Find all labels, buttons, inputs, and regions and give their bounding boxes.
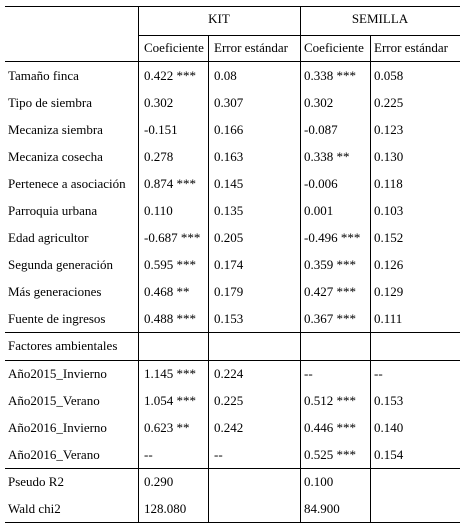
semilla-coef-cell: 0.100 [304,474,334,489]
kit-coef-cell: 1.054 *** [144,393,196,408]
row-label: Año2016_Verano [8,447,100,462]
kit-coef-cell: 0.488 *** [144,311,196,326]
row-label: Mecaniza siembra [8,122,103,137]
col-divider [300,6,301,522]
semilla-se-cell: -- [374,366,383,381]
col-divider [370,35,371,522]
kit-coef-cell: 0.595 *** [144,257,196,272]
kit-se-cell: 0.174 [214,257,244,272]
kit-coef-cell: 0.302 [144,95,174,110]
kit-coef-cell: 0.422 *** [144,68,196,83]
header-rule [5,61,460,62]
semilla-se-cell: 0.152 [374,230,404,245]
kit-coef-cell: 1.145 *** [144,366,196,381]
top-rule [5,6,460,7]
kit-se-cell: 0.225 [214,393,244,408]
row-label: Pertenece a asociación [8,176,126,191]
semilla-se-cell: 0.118 [374,176,403,191]
row-label: Mecaniza cosecha [8,149,103,164]
subheader-sem-se: Error estándar [374,40,448,55]
row-label: Año2016_Invierno [8,420,107,435]
kit-coef-cell: 128.080 [144,501,187,516]
kit-coef-cell: 0.874 *** [144,176,196,191]
semilla-coef-cell: 0.427 *** [304,284,356,299]
semilla-se-cell: 0.129 [374,284,404,299]
semilla-coef-cell: 0.367 *** [304,311,356,326]
kit-coef-cell: -0.687 *** [144,230,201,245]
row-label: Segunda generación [8,257,114,272]
row-label: Más generaciones [8,284,102,299]
subheader-kit-coef: Coeficiente [144,40,204,55]
row-label: Wald chi2 [8,501,61,516]
row-label: Fuente de ingresos [8,311,106,326]
kit-se-cell: 0.166 [214,122,244,137]
subheader-kit-se: Error estándar [214,40,288,55]
section-rule [5,360,460,361]
kit-se-cell: 0.224 [214,366,244,381]
kit-se-cell: 0.153 [214,311,244,326]
kit-se-cell: 0.163 [214,149,244,164]
kit-coef-cell: -- [144,447,153,462]
semilla-coef-cell: 0.359 *** [304,257,356,272]
semilla-coef-cell: 0.446 *** [304,420,356,435]
semilla-se-cell: 0.103 [374,203,404,218]
fit-rule [5,468,460,469]
semilla-coef-cell: -0.087 [304,122,338,137]
semilla-coef-cell: 0.512 *** [304,393,356,408]
semilla-coef-cell: -0.006 [304,176,338,191]
kit-se-cell: 0.179 [214,284,244,299]
kit-se-cell: -- [214,447,223,462]
kit-coef-cell: 0.290 [144,474,174,489]
kit-se-cell: 0.135 [214,203,244,218]
row-label: Año2015_Verano [8,393,100,408]
kit-se-cell: 0.205 [214,230,244,245]
group-header-kit: KIT [208,11,230,26]
semilla-se-cell: 0.058 [374,68,404,83]
kit-coef-cell: 0.278 [144,149,174,164]
kit-coef-cell: 0.468 ** [144,284,190,299]
semilla-coef-cell: 0.338 *** [304,68,356,83]
semilla-se-cell: 0.126 [374,257,404,272]
semilla-se-cell: 0.111 [374,311,403,326]
col-divider [208,35,209,522]
row-label: Tipo de siembra [8,95,93,110]
row-label: Tamaño finca [8,68,79,83]
semilla-coef-cell: 0.525 *** [304,447,356,462]
semilla-coef-cell: 0.302 [304,95,334,110]
kit-se-cell: 0.08 [214,68,237,83]
kit-coef-cell: -0.151 [144,122,178,137]
kit-se-cell: 0.307 [214,95,244,110]
semilla-se-cell: 0.140 [374,420,404,435]
semilla-se-cell: 0.225 [374,95,404,110]
section-rule [5,332,460,333]
semilla-coef-cell: 84.900 [304,501,340,516]
semilla-coef-cell: -0.496 *** [304,230,361,245]
semilla-se-cell: 0.154 [374,447,404,462]
semilla-se-cell: 0.153 [374,393,404,408]
semilla-se-cell: 0.123 [374,122,404,137]
semilla-coef-cell: -- [304,366,313,381]
kit-coef-cell: 0.110 [144,203,173,218]
col-divider [138,6,139,522]
bottom-rule [5,522,460,523]
row-label: Parroquia urbana [8,203,98,218]
row-label: Edad agricultor [8,230,89,245]
row-label: Año2015_Invierno [8,366,107,381]
group-rule [138,35,460,36]
subheader-sem-coef: Coeficiente [304,40,364,55]
semilla-coef-cell: 0.001 [304,203,334,218]
semilla-coef-cell: 0.338 ** [304,149,350,164]
kit-se-cell: 0.145 [214,176,244,191]
semilla-se-cell: 0.130 [374,149,404,164]
kit-se-cell: 0.242 [214,420,244,435]
section-label: Factores ambientales [8,338,118,353]
kit-coef-cell: 0.623 ** [144,420,190,435]
group-header-semilla: SEMILLA [351,11,409,26]
row-label: Pseudo R2 [8,474,64,489]
